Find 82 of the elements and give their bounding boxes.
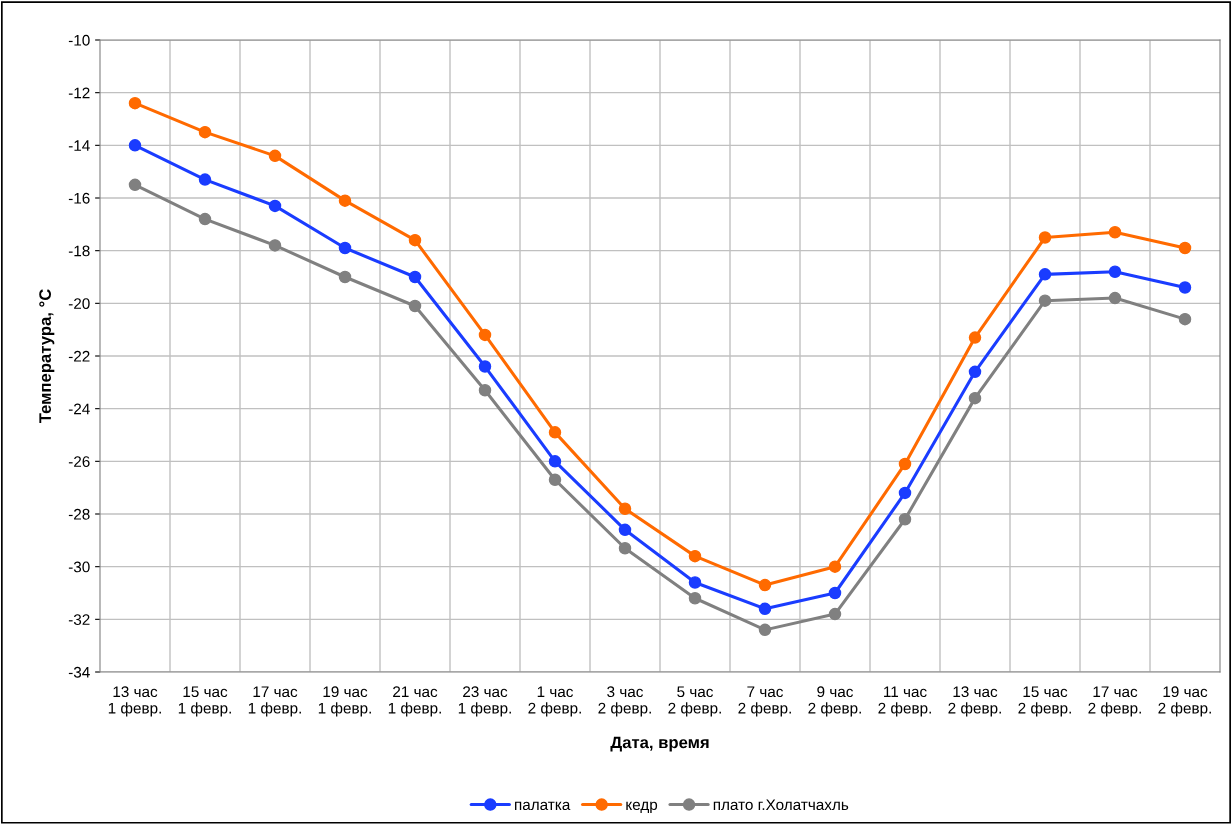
point: [1178, 241, 1192, 255]
point: [408, 299, 422, 313]
point: [758, 602, 772, 616]
point: [198, 125, 212, 139]
point: [758, 578, 772, 592]
x-tick-label: 9 час 2 февр.: [808, 686, 861, 717]
legend-label: кедр: [626, 801, 658, 814]
point: [688, 576, 702, 589]
point: [1038, 231, 1052, 244]
x-tick-label: 13 час 2 февр.: [948, 686, 1001, 717]
point: [1108, 265, 1122, 278]
point: [1108, 291, 1122, 305]
point: [828, 560, 842, 573]
point: [1178, 312, 1192, 326]
point: [618, 523, 632, 537]
y-tick-label: -24: [68, 403, 90, 415]
point: [268, 199, 282, 213]
legend-label: плато г.Холатчахль: [713, 799, 849, 811]
x-tick-label: 23 час 1 февр.: [458, 686, 511, 717]
y-tick-label: -20: [68, 298, 90, 310]
point: [548, 426, 562, 439]
point: [968, 391, 982, 405]
point: [618, 541, 632, 555]
point: [478, 383, 492, 397]
point: [968, 365, 982, 379]
point: [408, 270, 422, 284]
x-tick-label: 5 час 2 февр.: [668, 686, 721, 717]
point: [1108, 225, 1122, 239]
point: [408, 233, 422, 247]
y-tick-label: -14: [68, 140, 90, 151]
x-tick-label: 3 час 2 февр.: [598, 686, 651, 717]
point: [338, 194, 352, 207]
y-tick-label: -32: [68, 614, 90, 626]
x-tick-label: 1 час 2 февр.: [528, 686, 581, 717]
point: [128, 139, 142, 152]
y-tick-label: -34: [68, 666, 90, 678]
point: [268, 239, 282, 252]
point: [128, 178, 142, 192]
point: [828, 586, 842, 600]
point: [478, 360, 492, 373]
point: [128, 96, 142, 110]
point: [828, 607, 842, 621]
point: [198, 212, 212, 226]
legend-label: палатка: [515, 801, 571, 811]
point: [1038, 268, 1052, 281]
point: [898, 457, 912, 471]
y-tick-label: -22: [68, 350, 90, 362]
point: [338, 270, 352, 284]
x-tick-label: 7 час 2 февр.: [738, 686, 791, 717]
x-tick-label: 15 час 1 февр.: [178, 686, 231, 717]
x-tick-label: 13 час 1 февр.: [108, 686, 161, 717]
y-tick-label: -18: [68, 245, 90, 257]
x-tick-label: 21 час 1 февр.: [388, 686, 441, 717]
point: [478, 328, 492, 342]
y-tick-label: -10: [68, 34, 90, 46]
y-tick-label: -12: [68, 87, 90, 99]
point: [338, 241, 352, 255]
y-tick-label: -26: [68, 456, 90, 468]
point: [688, 549, 702, 563]
point: [688, 592, 702, 605]
point: [898, 486, 912, 500]
y-axis-title: Температура, °С: [39, 289, 55, 424]
point: [968, 331, 982, 344]
point: [898, 513, 912, 526]
point: [1038, 294, 1052, 307]
y-tick-label: -28: [68, 508, 90, 520]
point: [1178, 281, 1192, 294]
x-tick-label: 17 час 1 февр.: [248, 686, 301, 717]
point: [548, 455, 562, 468]
x-tick-label: 15 час 2 февр.: [1018, 686, 1071, 717]
point: [198, 173, 212, 186]
point: [758, 623, 772, 637]
point: [268, 149, 282, 163]
y-tick-label: -16: [68, 192, 90, 204]
point: [548, 473, 562, 487]
y-tick-label: -30: [68, 561, 90, 573]
x-tick-label: 19 час 2 февр.: [1158, 686, 1211, 717]
x-axis-title: Дата, время: [610, 736, 709, 752]
x-tick-label: 19 час 1 февр.: [318, 686, 371, 717]
x-tick-label: 17 час 2 февр.: [1088, 686, 1141, 717]
point: [618, 502, 632, 515]
x-tick-label: 11 час 2 февр.: [878, 686, 931, 717]
